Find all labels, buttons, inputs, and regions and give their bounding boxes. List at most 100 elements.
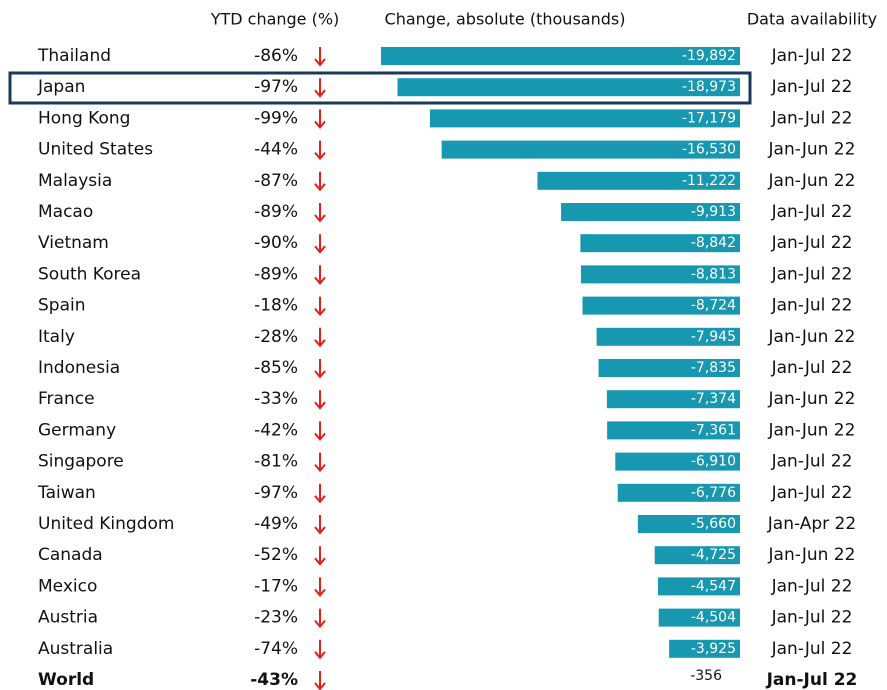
- availability: Jan-Jun 22: [768, 140, 856, 160]
- bar: [606, 390, 740, 409]
- country-label: United States: [38, 140, 153, 160]
- down-arrow: [314, 78, 326, 98]
- ytd-change: -17%: [254, 576, 298, 596]
- ytd-change: -86%: [254, 46, 298, 66]
- down-arrow: [314, 47, 326, 67]
- value-label: -9,913: [691, 204, 736, 220]
- down-arrow: [314, 671, 326, 690]
- down-arrow: [314, 140, 326, 161]
- bar: [561, 203, 740, 221]
- value-label: -4,504: [691, 610, 736, 626]
- availability: Jan-Jun 22: [768, 389, 856, 409]
- availability: Jan-Jul 22: [771, 358, 853, 378]
- country-label: Thailand: [37, 46, 111, 66]
- ytd-change: -99%: [254, 108, 298, 128]
- value-label: -3,925: [691, 641, 736, 657]
- bar: [615, 452, 740, 471]
- value-label: -8,724: [691, 298, 736, 314]
- country-label: Austria: [38, 608, 98, 628]
- availability: Jan-Jul 22: [771, 639, 853, 659]
- country-label: South Korea: [38, 264, 141, 284]
- bar: [397, 78, 740, 97]
- value-label: -7,835: [691, 360, 736, 376]
- ytd-change: -97%: [254, 77, 298, 97]
- country-label: Italy: [38, 327, 75, 347]
- availability: Jan-Jul 22: [771, 46, 853, 66]
- country-label: Taiwan: [37, 483, 96, 503]
- ytd-change: -90%: [254, 233, 298, 253]
- ytd-change: -33%: [254, 389, 298, 409]
- value-label: -6,776: [691, 485, 736, 501]
- country-label: Japan: [37, 77, 85, 97]
- ytd-change: -89%: [254, 264, 298, 284]
- column-header: Change, absolute (thousands): [385, 10, 626, 29]
- country-label: Vietnam: [38, 233, 109, 253]
- country-label: Malaysia: [38, 171, 112, 191]
- down-arrow: [314, 639, 326, 660]
- ytd-change: -23%: [254, 608, 298, 628]
- value-label: -356: [690, 668, 722, 684]
- ytd-change: -87%: [254, 171, 298, 191]
- bar: [734, 671, 740, 689]
- availability: Jan-Apr 22: [767, 514, 856, 534]
- down-arrow: [314, 546, 326, 566]
- value-label: -7,361: [691, 422, 736, 438]
- country-label: France: [38, 389, 95, 409]
- ytd-change: -18%: [254, 296, 298, 316]
- down-arrow: [314, 515, 326, 535]
- ytd-change: -28%: [254, 327, 298, 347]
- value-label: -5,660: [691, 516, 736, 532]
- availability: Jan-Jul 22: [771, 483, 853, 503]
- availability: Jan-Jul 22: [771, 452, 853, 472]
- availability: Jan-Jul 22: [771, 576, 853, 596]
- value-label: -4,547: [691, 578, 736, 594]
- down-arrow: [314, 608, 326, 629]
- bar: [580, 265, 740, 284]
- value-label: -4,725: [691, 547, 736, 563]
- down-arrow: [314, 296, 326, 317]
- value-label: -6,910: [691, 454, 736, 470]
- availability: Jan-Jun 22: [768, 420, 856, 440]
- bar: [658, 608, 740, 627]
- down-arrow: [314, 390, 326, 410]
- bar: [537, 171, 740, 190]
- country-label: Australia: [38, 639, 113, 659]
- country-label: Macao: [38, 202, 93, 222]
- down-arrow: [314, 265, 326, 285]
- availability: Jan-Jul 22: [771, 108, 853, 128]
- country-label: United Kingdom: [38, 514, 174, 534]
- down-arrow: [314, 359, 326, 379]
- down-arrow: [314, 171, 326, 192]
- down-arrow: [314, 577, 326, 597]
- bar: [580, 234, 740, 253]
- ytd-change: -44%: [254, 140, 298, 160]
- value-label: -8,842: [691, 235, 736, 251]
- bar: [669, 639, 740, 658]
- country-label: Mexico: [38, 576, 97, 596]
- country-label: Canada: [38, 545, 103, 565]
- ytd-change: -85%: [254, 358, 298, 378]
- bar: [429, 109, 740, 128]
- ytd-change: -42%: [254, 420, 298, 440]
- column-header: YTD change (%): [210, 10, 340, 29]
- value-label: -7,374: [691, 391, 736, 407]
- value-label: -18,973: [682, 79, 736, 95]
- value-label: -11,222: [682, 173, 736, 189]
- down-arrow: [314, 109, 326, 129]
- highlight-box: [8, 71, 752, 105]
- bar: [598, 359, 740, 377]
- bar: [637, 515, 740, 533]
- ytd-change: -97%: [254, 483, 298, 503]
- ytd-change: -43%: [250, 670, 298, 690]
- country-label: Spain: [38, 296, 86, 316]
- ytd-change: -49%: [254, 514, 298, 534]
- bar: [582, 296, 740, 315]
- availability: Jan-Jul 22: [771, 264, 853, 284]
- availability: Jan-Jul 22: [771, 77, 853, 97]
- availability: Jan-Jun 22: [768, 171, 856, 191]
- value-label: -8,813: [691, 266, 736, 282]
- down-arrow: [314, 483, 326, 504]
- availability: Jan-Jul 22: [771, 608, 853, 628]
- country-label: World: [38, 670, 94, 690]
- column-header: Data availability: [747, 10, 877, 29]
